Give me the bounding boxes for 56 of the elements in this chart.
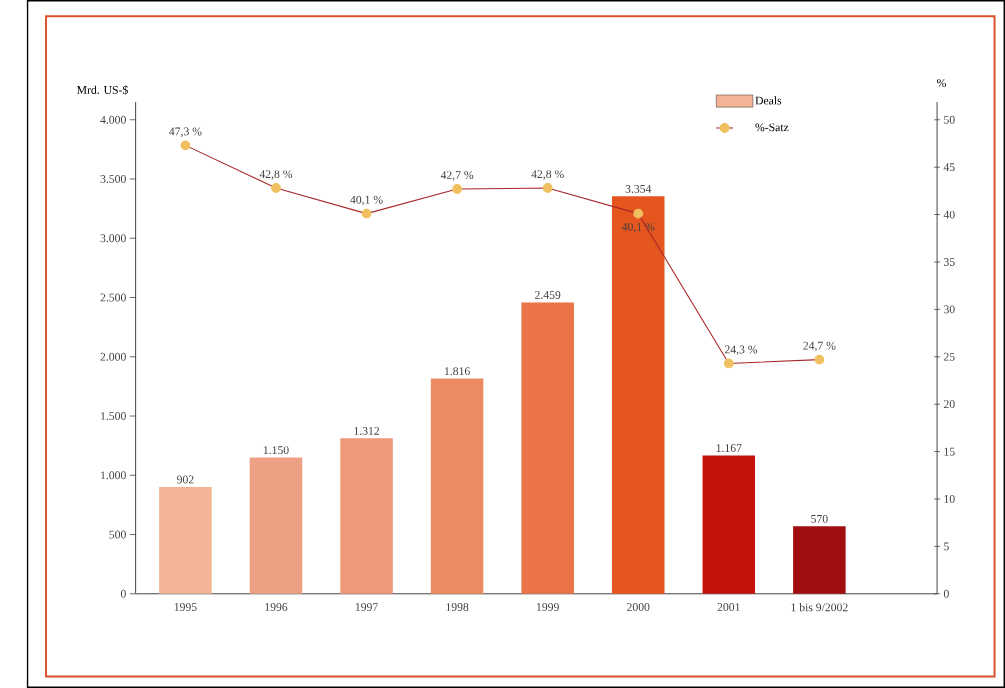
y-tick-label: 3.000 [100, 234, 126, 243]
x-tick-label: 2001 [717, 603, 740, 611]
y-tick-label: 2.000 [100, 352, 126, 361]
data-label: 902 [177, 475, 194, 484]
y-tick-label: 3.500 [100, 175, 126, 183]
legend-label: Deals [755, 96, 782, 105]
data-label: 1.150 [263, 446, 289, 455]
y2-tick-label: 5 [944, 542, 949, 551]
x-tick-label: 2000 [627, 603, 650, 611]
y2-tick-label: 50 [944, 115, 955, 124]
data-label: 42,8 % [259, 170, 293, 180]
x-tick-label: 1996 [265, 603, 288, 611]
bar [249, 457, 303, 594]
x-tick-label: 1995 [174, 603, 197, 611]
y2-tick-label: 25 [943, 352, 955, 361]
y2-axis-title: % [937, 78, 946, 87]
y-tick-label: 2.500 [100, 293, 126, 302]
data-label: 3.354 [625, 184, 652, 193]
y-tick-label: 500 [109, 530, 126, 539]
data-label: 1.167 [716, 444, 742, 453]
x-tick-label: 1999 [537, 603, 559, 611]
y-tick-label: 0 [120, 589, 126, 598]
bar [611, 196, 665, 594]
bar [702, 455, 756, 594]
data-label: 1.816 [444, 367, 470, 376]
bar [159, 486, 212, 594]
y-tick-label: 4.000 [100, 115, 126, 124]
x-tick-label: 1998 [446, 603, 469, 611]
data-label: 40,1 % [350, 195, 383, 206]
bar [340, 438, 393, 594]
data-label: 24,3 % [724, 345, 758, 356]
y2-tick-label: 35 [944, 258, 955, 266]
x-tick-label: 1997 [355, 603, 378, 611]
y2-tick-label: 45 [943, 163, 955, 172]
data-label: 1.312 [354, 426, 380, 435]
data-label: 2.459 [535, 291, 561, 299]
data-label: 42,7 % [440, 171, 474, 181]
bar [430, 378, 484, 594]
y2-tick-label: 10 [944, 495, 955, 503]
x-tick-label: 1 bis 9/2002 [791, 603, 848, 612]
data-label: 47,3 % [169, 127, 202, 138]
y2-tick-label: 40 [943, 210, 955, 219]
y2-tick-label: 0 [943, 589, 949, 598]
y-tick-label: 1.000 [101, 471, 126, 480]
y2-tick-label: 15 [944, 447, 955, 456]
bar [793, 526, 846, 594]
y-tick-label: 1.500 [101, 412, 126, 421]
legend-label: %-Satz [755, 123, 789, 132]
y-axis-title: Mrd. US-$ [76, 85, 128, 95]
data-label: 24,7 % [803, 341, 836, 352]
bar [521, 302, 574, 594]
y2-tick-label: 20 [943, 400, 955, 409]
data-label: 40,1 % [621, 222, 655, 233]
data-label: 570 [811, 514, 828, 523]
data-label: 42,8 % [531, 170, 564, 180]
y2-tick-label: 30 [944, 305, 955, 314]
